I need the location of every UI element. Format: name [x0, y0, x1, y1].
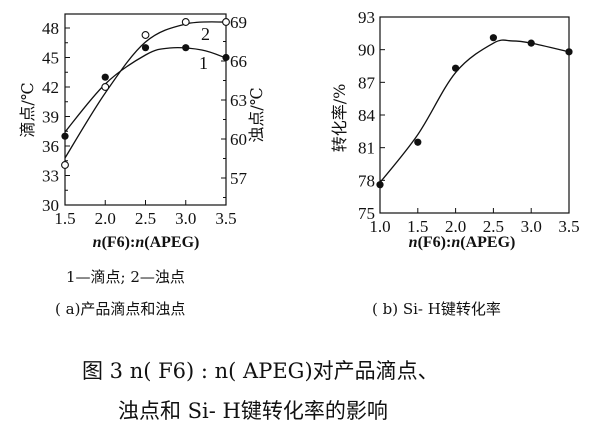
svg-text:81: 81	[358, 139, 375, 158]
y-axis-b: 75 78 81 84 87 90 93	[358, 8, 385, 223]
svg-text:2.0: 2.0	[95, 209, 116, 228]
svg-text:66: 66	[230, 52, 247, 71]
curve-conversion	[379, 39, 570, 183]
data-point	[61, 132, 69, 140]
svg-text:1.5: 1.5	[54, 209, 75, 228]
svg-text:93: 93	[358, 8, 375, 27]
data-point	[61, 161, 69, 169]
data-point	[101, 73, 109, 81]
points-conversion	[376, 34, 573, 189]
data-point	[376, 181, 384, 189]
svg-text:60: 60	[230, 130, 247, 149]
svg-text:39: 39	[42, 108, 59, 127]
points-drip-point	[61, 44, 230, 140]
right-y-axis-a: 57 60 63 66 69	[221, 13, 248, 198]
svg-text:3.0: 3.0	[521, 217, 542, 236]
y-label-cloud: 浊点/℃	[247, 87, 266, 142]
chart-a: 30 33 36 39 42 45 48 57 60 63 66 69 1.5 2.0 2.5 3.0 3.…	[18, 13, 266, 251]
y-label-conversion: 转化率/%	[330, 84, 349, 153]
svg-text:3.5: 3.5	[215, 209, 236, 228]
svg-text:84: 84	[358, 106, 376, 125]
svg-text:3.5: 3.5	[558, 217, 579, 236]
svg-text:90: 90	[358, 41, 375, 60]
data-point	[222, 18, 230, 26]
figure-caption-line1: 图 3 n( F6) : n( APEG)对产品滴点、	[82, 359, 439, 383]
svg-text:3.0: 3.0	[175, 209, 196, 228]
svg-text:75: 75	[358, 204, 375, 223]
data-point	[101, 83, 110, 91]
x-axis-b: 1.0 1.5 2.0 2.5 3.0 3.5	[369, 208, 580, 236]
data-point	[181, 18, 190, 26]
svg-text:45: 45	[42, 49, 59, 68]
data-point	[141, 31, 150, 39]
svg-text:78: 78	[358, 171, 375, 190]
curve-cloud-point	[64, 21, 227, 159]
data-point	[182, 44, 190, 52]
svg-text:69: 69	[230, 13, 247, 32]
figure-caption-line2: 浊点和 Si- H键转化率的影响	[118, 399, 388, 423]
svg-text:1.0: 1.0	[369, 217, 390, 236]
data-point	[141, 44, 150, 52]
svg-text:1.5: 1.5	[407, 217, 428, 236]
data-point	[222, 53, 230, 62]
svg-text:2.5: 2.5	[135, 209, 156, 228]
svg-text:87: 87	[358, 73, 376, 92]
svg-text:57: 57	[230, 169, 248, 188]
data-point	[414, 138, 422, 146]
left-y-axis-a: 30 33 36 39 42 45 48	[42, 19, 70, 215]
plot-frame-b	[379, 16, 570, 214]
y-label-drip: 滴点/℃	[18, 82, 37, 137]
figure-charts: 30 33 36 39 42 45 48 57 60 63 66 69 1.5 2.0 2.5 3.0 3.…	[18, 8, 580, 251]
curve-label-1: 1	[199, 53, 208, 73]
curve-label-2: 2	[201, 24, 210, 44]
subcaption-b: ( b) Si- H键转化率	[372, 300, 501, 318]
svg-text:30: 30	[42, 196, 59, 215]
data-point	[489, 34, 497, 42]
svg-text:36: 36	[42, 137, 59, 156]
data-point	[527, 39, 535, 47]
x-label-a: n(F6):n(APEG)	[93, 234, 200, 251]
x-label-b: n(F6):n(APEG)	[409, 234, 516, 251]
svg-text:2.0: 2.0	[445, 217, 466, 236]
subcaption-a: ( a)产品滴点和浊点	[55, 300, 186, 318]
x-axis-a: 1.5 2.0 2.5 3.0 3.5	[54, 200, 237, 228]
svg-text:42: 42	[42, 78, 59, 97]
svg-text:2.5: 2.5	[483, 217, 504, 236]
points-cloud-point	[61, 18, 230, 169]
svg-text:63: 63	[230, 91, 247, 110]
svg-text:33: 33	[42, 167, 59, 186]
data-point	[565, 48, 573, 56]
svg-text:48: 48	[42, 19, 59, 38]
data-point	[452, 64, 460, 72]
legend-a: 1—滴点; 2—浊点	[66, 268, 185, 286]
